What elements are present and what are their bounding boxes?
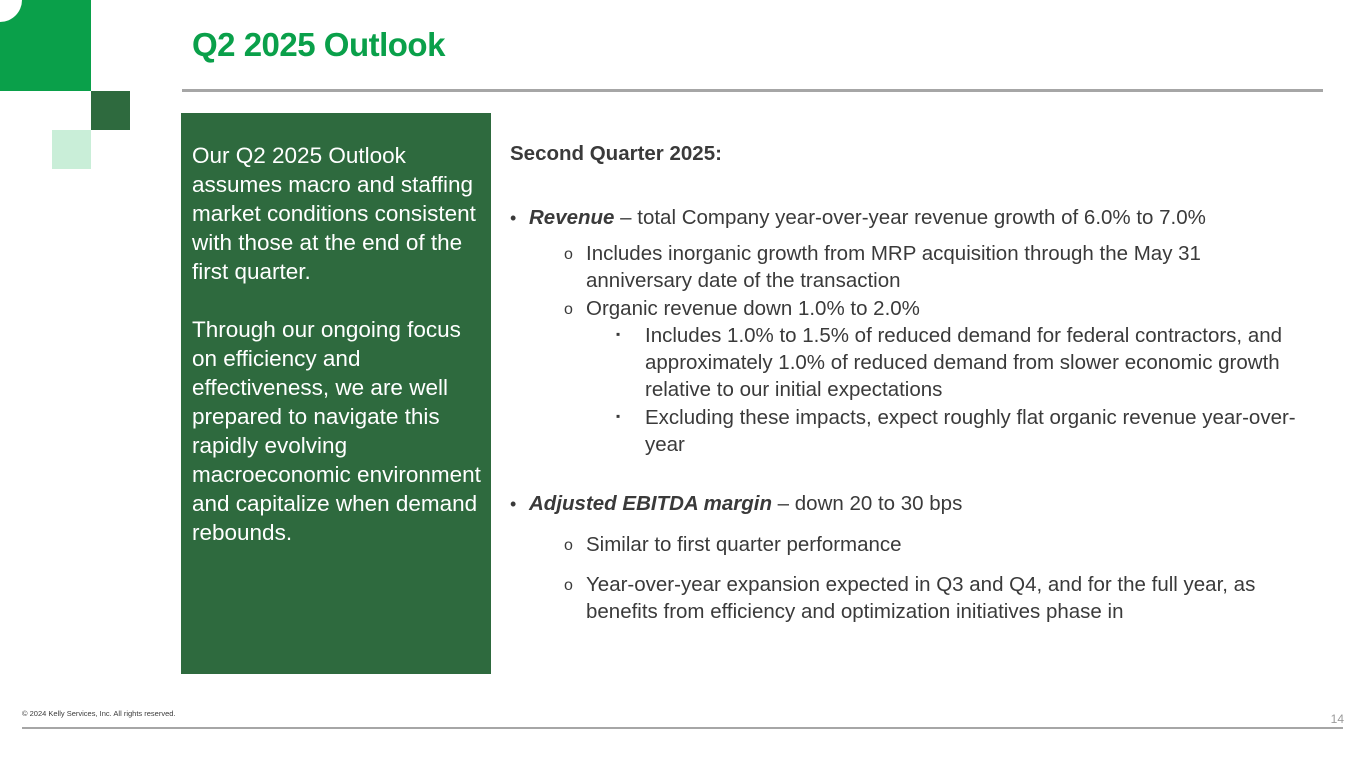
revenue-sub-1: o Includes inorganic growth from MRP acq…	[564, 240, 1284, 294]
summary-paragraph-1: Our Q2 2025 Outlook assumes macro and st…	[192, 143, 476, 284]
copyright-footer: © 2024 Kelly Services, Inc. All rights r…	[22, 709, 176, 718]
sub-bullet-icon: o	[564, 577, 573, 594]
ebitda-sub-2: o Year-over-year expansion expected in Q…	[564, 571, 1314, 625]
sub-bullet-icon: o	[564, 246, 573, 263]
title-divider	[182, 89, 1323, 92]
revenue-sub-2-a: ▪ Includes 1.0% to 1.5% of reduced deman…	[616, 322, 1330, 403]
revenue-bullet: • Revenue – total Company year-over-year …	[510, 204, 1206, 232]
ebitda-bullet: • Adjusted EBITDA margin – down 20 to 30 …	[510, 490, 962, 518]
sub-bullet-icon: o	[564, 301, 573, 318]
page-number: 14	[1330, 712, 1344, 726]
summary-paragraph-2: Through our ongoing focus on efficiency …	[192, 317, 481, 545]
bullet-icon: •	[510, 208, 517, 228]
corner-decoration-light-square	[52, 130, 91, 169]
slide-title: Q2 2025 Outlook	[192, 26, 445, 63]
ebitda-sub-1-text: Similar to first quarter performance	[586, 533, 902, 556]
revenue-sub-2-b-text: Excluding these impacts, expect roughly …	[645, 406, 1296, 456]
ebitda-sub-2-text: Year-over-year expansion expected in Q3 …	[586, 573, 1256, 623]
bullet-icon: •	[510, 494, 517, 514]
ebitda-sub-1: o Similar to first quarter performance	[564, 531, 1284, 558]
revenue-sub-1-text: Includes inorganic growth from MRP acqui…	[586, 242, 1201, 292]
revenue-label: Revenue	[529, 206, 615, 229]
revenue-sub-2-text: Organic revenue down 1.0% to 2.0%	[586, 297, 920, 320]
revenue-text: – total Company year-over-year revenue g…	[614, 206, 1206, 229]
revenue-sub-2-a-text: Includes 1.0% to 1.5% of reduced demand …	[645, 324, 1283, 401]
footer-divider	[22, 727, 1343, 729]
revenue-sub-2: o Organic revenue down 1.0% to 2.0%	[564, 295, 1284, 322]
corner-decoration-dark-square	[91, 91, 130, 130]
revenue-sub-2-b: ▪ Excluding these impacts, expect roughl…	[616, 404, 1296, 458]
square-bullet-icon: ▪	[616, 327, 621, 341]
outlook-summary-panel: Our Q2 2025 Outlook assumes macro and st…	[181, 113, 491, 674]
sub-bullet-icon: o	[564, 537, 573, 554]
ebitda-label: Adjusted EBITDA margin	[529, 492, 772, 515]
ebitda-text: – down 20 to 30 bps	[771, 492, 963, 515]
corner-decoration-large	[0, 0, 91, 91]
section-heading: Second Quarter 2025:	[510, 142, 722, 165]
square-bullet-icon: ▪	[616, 409, 621, 423]
